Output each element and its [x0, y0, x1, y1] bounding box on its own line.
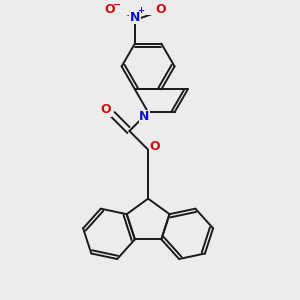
Text: +: + — [137, 6, 144, 15]
Text: O: O — [104, 3, 115, 16]
Text: O: O — [149, 140, 160, 153]
Text: N: N — [130, 11, 140, 24]
Text: O: O — [155, 3, 166, 16]
Text: N: N — [139, 110, 149, 124]
Text: O: O — [101, 103, 111, 116]
Text: −: − — [113, 0, 121, 9]
